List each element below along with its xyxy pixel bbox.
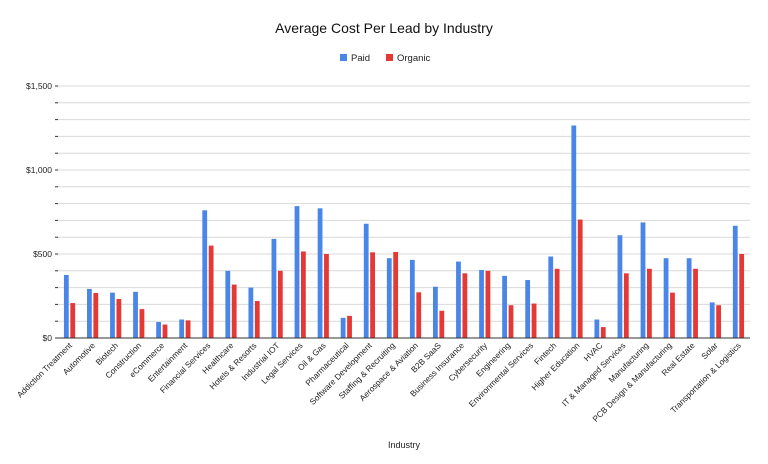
bar-organic-environmental-services [531,303,537,338]
bar-organic-automotive [93,292,99,338]
bar-organic-fintech [554,268,560,338]
bar-organic-business-insurance [462,273,468,338]
bar-paid-manufacturing [640,222,646,338]
bar-organic-ecommerce [162,324,168,338]
legend: Paid Organic [340,53,431,64]
bar-organic-cybersecurity [485,270,491,338]
legend-swatch-organic [386,54,393,61]
bar-paid-industrial-iot [271,238,277,338]
y-tick-label: $1,500 [26,81,52,91]
bar-organic-real-estate [693,268,698,338]
bar-organic-engineering [508,305,514,338]
bar-organic-manufacturing [647,268,652,338]
bar-paid-b2b-saas [433,286,438,338]
bar-organic-healthcare [231,284,237,338]
bar-paid-hotels-resorts [248,287,254,338]
bar-organic-b2b-saas [439,310,445,338]
y-tick-label: $0 [43,333,53,343]
bar-paid-hvac [594,319,600,338]
bars [63,125,745,338]
gridlines [58,85,750,322]
bar-paid-biotech [110,292,115,338]
bar-organic-it-managed-services [623,273,629,338]
bar-organic-staffing-recruiting [393,251,399,338]
y-tick-label: $500 [33,249,52,259]
bar-paid-it-managed-services [617,235,623,338]
bar-paid-transportation-logistics [732,225,738,338]
bar-paid-addiction-treatment [63,275,69,338]
bar-organic-aerospace-aviation [416,292,422,338]
bar-paid-business-insurance [456,261,461,338]
bar-paid-solar [709,302,715,338]
bar-organic-biotech [116,299,122,338]
bar-organic-industrial-iot [277,270,283,338]
legend-label-organic: Organic [397,53,431,64]
bar-paid-oil-gas [317,208,323,338]
bar-organic-construction [139,309,145,338]
legend-label-paid: Paid [351,53,370,64]
bar-organic-pcb-design-manufacturing [670,292,675,338]
bar-organic-addiction-treatment [70,303,76,338]
bar-organic-pharmaceutical [347,315,352,338]
bar-paid-entertainment [179,319,185,338]
bar-organic-legal-services [301,251,306,338]
bar-paid-financial-services [202,210,208,338]
chart-title: Average Cost Per Lead by Industry [275,20,493,36]
bar-paid-staffing-recruiting [386,258,392,338]
bar-paid-pcb-design-manufacturing [663,258,669,338]
bar-paid-pharmaceutical [340,317,346,338]
bar-paid-software-development [363,223,369,338]
bar-organic-entertainment [185,320,191,338]
bar-paid-higher-education [571,125,577,338]
bar-paid-ecommerce [156,322,161,338]
bar-organic-hvac [600,327,606,338]
bar-organic-financial-services [208,245,214,338]
bar-organic-hotels-resorts [254,301,260,338]
bar-organic-oil-gas [324,254,329,338]
bar-paid-construction [133,291,138,338]
bar-paid-real-estate [686,258,692,338]
x-axis-title: Industry [388,440,421,450]
bar-paid-aerospace-aviation [409,259,415,338]
bar-organic-transportation-logistics [739,254,745,338]
legend-swatch-paid [340,54,347,61]
y-tick-label: $1,000 [26,165,52,175]
bar-paid-cybersecurity [479,269,484,338]
bar-organic-solar [716,305,721,338]
y-axis: $0 $500 $1,000 $1,500 [26,81,58,343]
bar-paid-engineering [502,275,507,338]
bar-paid-environmental-services [525,280,531,338]
bar-paid-fintech [548,256,554,338]
bar-paid-legal-services [294,206,300,338]
x-axis: Addiction TreatmentAutomotiveBiotechCons… [15,337,750,424]
bar-organic-higher-education [577,219,583,338]
bar-paid-healthcare [225,270,231,338]
bar-paid-automotive [87,288,92,338]
bar-organic-software-development [370,252,375,338]
